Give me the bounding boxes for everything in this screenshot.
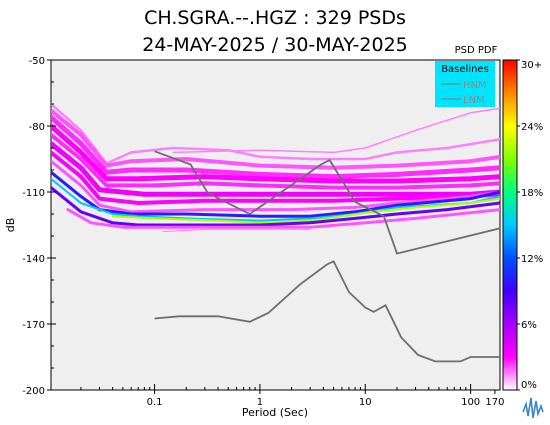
legend: Baselines HNM LNM (435, 61, 495, 107)
colorbar-title: PSD PDF (455, 45, 498, 56)
x-tick-label: 170 (485, 397, 504, 408)
y-tick-label: -170 (22, 320, 45, 331)
colorbar-tick-label: 24% (521, 122, 543, 133)
legend-title: Baselines (441, 64, 489, 75)
pdf-band-9 (51, 170, 500, 218)
x-tick-label: 100 (461, 397, 480, 408)
y-axis-label: dB (4, 218, 17, 233)
colorbar-tick-label: 30+ (521, 60, 542, 71)
colorbar-tick-label: 6% (521, 320, 537, 331)
pdf-band-14 (162, 228, 311, 233)
baseline-hnm (154, 150, 500, 255)
chart-title-line1: CH.SGRA.--.HGZ : 329 PSDs (144, 7, 406, 29)
pdf-band-4 (51, 123, 500, 184)
colorbar-tick-label: 18% (521, 188, 543, 199)
chart-title-line2: 24-MAY-2025 / 30-MAY-2025 (142, 34, 408, 56)
colorbar-tick-label: 0% (521, 380, 537, 391)
x-tick-label: 10 (359, 397, 372, 408)
colorbar-tick-label: 12% (521, 254, 543, 265)
y-tick-label: -140 (22, 254, 45, 265)
y-tick-label: -50 (29, 56, 45, 67)
y-tick-label: -200 (22, 386, 45, 397)
pdf-band-7 (51, 150, 500, 205)
logo-icon (520, 392, 546, 422)
pdf-band-3 (51, 114, 500, 180)
x-tick-label: 1 (257, 397, 263, 408)
pdf-density-layer (51, 102, 500, 233)
baseline-curves (154, 150, 500, 363)
pdf-band-2 (51, 108, 500, 170)
pdf-band-8 (51, 159, 500, 214)
colorbar-ticks: 30+ 24% 18% 12% 6% 0% (517, 59, 543, 391)
pdf-band-12 (51, 186, 500, 227)
pdf-band-5 (51, 132, 500, 190)
legend-item-hnm: HNM (463, 80, 487, 91)
x-axis: 0.1 1 10 100 170 (80, 384, 504, 408)
x-axis-label: Period (Sec) (242, 406, 308, 419)
colorbar (502, 59, 518, 391)
pdf-band-1 (172, 107, 500, 154)
pdf-band-6 (51, 141, 500, 197)
pdf-band-13 (66, 208, 500, 229)
y-axis: -50 -80 -110 -140 -170 -200 (22, 56, 56, 397)
baseline-lnm (154, 260, 500, 363)
pdf-band-11 (111, 197, 500, 224)
legend-item-lnm: LNM (463, 95, 485, 106)
y-tick-label: -110 (22, 188, 45, 199)
x-tick-label: 0.1 (147, 397, 163, 408)
y-tick-label: -80 (29, 122, 45, 133)
